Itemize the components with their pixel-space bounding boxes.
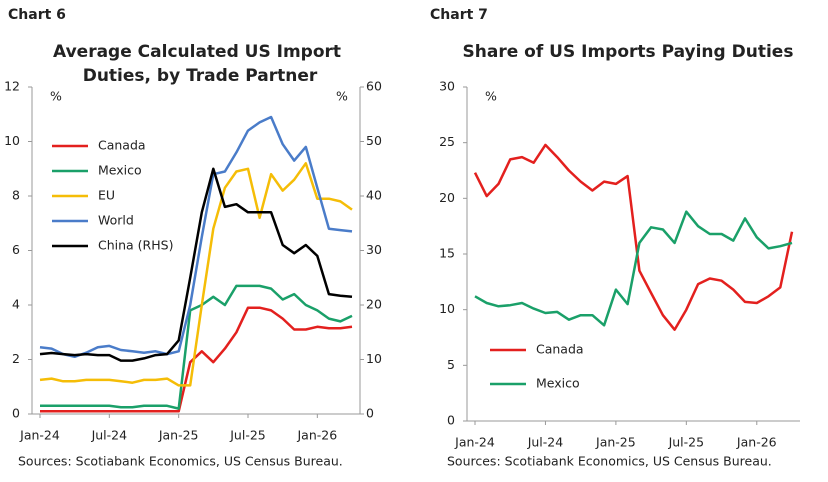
series-line xyxy=(39,162,353,387)
legend-label: EU xyxy=(98,188,115,203)
series-line xyxy=(473,143,794,331)
y-tick-label: 10 xyxy=(439,301,455,316)
x-tick-label: Jan-25 xyxy=(595,435,636,450)
x-tick-label: Jul-24 xyxy=(527,435,564,450)
y2-tick-label: 40 xyxy=(366,188,382,203)
x-tick-label: Jan-25 xyxy=(158,428,199,443)
legend-label: World xyxy=(98,213,134,228)
x-tick-label: Jul-25 xyxy=(668,435,705,450)
source-note: Sources: Scotiabank Economics, US Census… xyxy=(18,454,343,469)
series-line xyxy=(474,210,793,327)
y-tick-label: 6 xyxy=(12,242,20,257)
series-line xyxy=(40,306,353,413)
y2-tick-label: 0 xyxy=(366,406,374,421)
y-unit: % xyxy=(485,89,497,104)
legend-label: Mexico xyxy=(98,163,142,178)
y2-tick-label: 50 xyxy=(366,133,382,148)
series-line xyxy=(39,115,353,359)
y-unit: % xyxy=(50,89,62,104)
series-line xyxy=(40,284,353,410)
legend-label: Canada xyxy=(98,138,146,153)
y2-tick-label: 30 xyxy=(366,242,382,257)
y-tick-label: 2 xyxy=(12,351,20,366)
y-tick-label: 4 xyxy=(12,297,20,312)
legend-label: Canada xyxy=(536,342,584,357)
y-tick-label: 12 xyxy=(4,79,20,94)
series-line xyxy=(39,167,353,362)
y-tick-label: 30 xyxy=(439,79,455,94)
x-tick-label: Jan-26 xyxy=(736,435,777,450)
x-tick-label: Jul-24 xyxy=(91,428,128,443)
y-tick-label: 0 xyxy=(12,406,20,421)
x-tick-label: Jul-25 xyxy=(229,428,266,443)
chart-title: Average Calculated US Import Duties, by … xyxy=(53,42,347,86)
y-tick-label: 20 xyxy=(439,190,455,205)
y2-tick-label: 60 xyxy=(366,79,382,94)
y-tick-label: 15 xyxy=(439,246,455,261)
chart-label: Chart 6 xyxy=(8,7,66,23)
y-tick-label: 10 xyxy=(4,133,20,148)
y2-unit: % xyxy=(336,89,348,104)
y-tick-label: 0 xyxy=(447,413,455,428)
x-tick-label: Jan-24 xyxy=(454,435,495,450)
x-tick-label: Jan-26 xyxy=(296,428,337,443)
y2-tick-label: 10 xyxy=(366,351,382,366)
y-tick-label: 5 xyxy=(447,357,455,372)
x-tick-label: Jan-24 xyxy=(19,428,60,443)
chart-label: Chart 7 xyxy=(430,7,488,23)
y2-tick-label: 20 xyxy=(366,297,382,312)
legend-label: Mexico xyxy=(536,376,580,391)
legend-label: China (RHS) xyxy=(98,238,173,253)
y-tick-label: 25 xyxy=(439,134,455,149)
y-tick-label: 8 xyxy=(12,188,20,203)
chart-title: Share of US Imports Paying Duties xyxy=(463,42,794,62)
source-note: Sources: Scotiabank Economics, US Census… xyxy=(447,454,772,469)
